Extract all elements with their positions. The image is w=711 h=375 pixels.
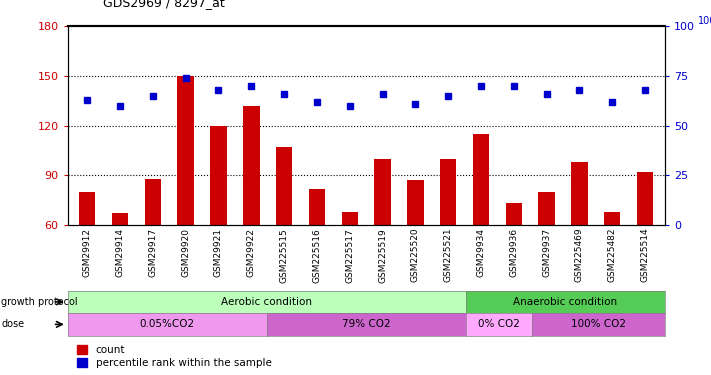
- Bar: [571, 162, 588, 324]
- Bar: [309, 189, 325, 324]
- Bar: [341, 212, 358, 324]
- Bar: [79, 192, 95, 324]
- Bar: [375, 159, 391, 324]
- Bar: [276, 147, 292, 324]
- Bar: [144, 178, 161, 324]
- Bar: [243, 106, 260, 324]
- Text: 79% CO2: 79% CO2: [342, 320, 390, 329]
- Text: dose: dose: [1, 320, 25, 329]
- Legend: count, percentile rank within the sample: count, percentile rank within the sample: [73, 341, 276, 372]
- Text: 100%: 100%: [697, 16, 711, 26]
- Text: growth protocol: growth protocol: [1, 297, 78, 307]
- Bar: [210, 126, 227, 324]
- Bar: [637, 172, 653, 324]
- Bar: [112, 213, 128, 324]
- Bar: [473, 134, 489, 324]
- Bar: [407, 180, 424, 324]
- Bar: [506, 204, 522, 324]
- Bar: [178, 76, 194, 324]
- Text: 0% CO2: 0% CO2: [478, 320, 520, 329]
- Bar: [538, 192, 555, 324]
- Text: 100% CO2: 100% CO2: [571, 320, 626, 329]
- Text: 0.05%CO2: 0.05%CO2: [139, 320, 195, 329]
- Text: Anaerobic condition: Anaerobic condition: [513, 297, 617, 307]
- Bar: [440, 159, 456, 324]
- Text: Aerobic condition: Aerobic condition: [221, 297, 312, 307]
- Bar: [604, 212, 621, 324]
- Text: GDS2969 / 8297_at: GDS2969 / 8297_at: [103, 0, 225, 9]
